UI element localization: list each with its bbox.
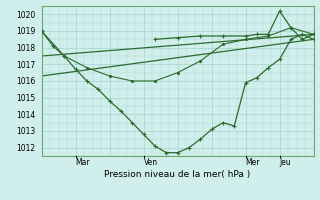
Text: Mer: Mer bbox=[246, 158, 260, 167]
Text: Ven: Ven bbox=[144, 158, 158, 167]
Text: Mar: Mar bbox=[76, 158, 90, 167]
X-axis label: Pression niveau de la mer( hPa ): Pression niveau de la mer( hPa ) bbox=[104, 170, 251, 179]
Text: Jeu: Jeu bbox=[280, 158, 291, 167]
